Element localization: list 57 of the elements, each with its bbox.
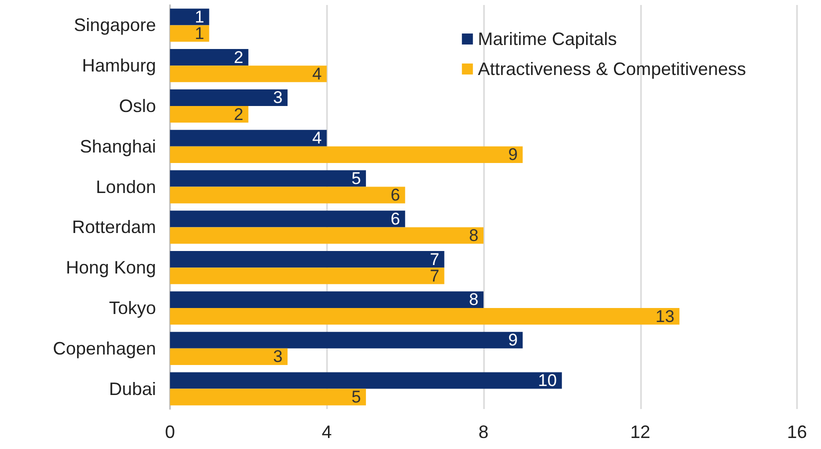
bar (170, 25, 210, 42)
data-label: 3 (273, 347, 283, 366)
data-label: 1 (194, 7, 204, 26)
data-label: 7 (430, 250, 440, 269)
y-tick-label: Hamburg (82, 56, 156, 76)
y-tick-label: London (96, 176, 156, 197)
y-tick-label: Hong Kong (66, 258, 156, 278)
data-label: 8 (469, 290, 478, 310)
y-tick-label: Copenhagen (52, 338, 156, 358)
data-label: 3 (273, 88, 283, 108)
bar (170, 372, 562, 389)
data-label: 13 (656, 306, 674, 326)
bar (170, 66, 327, 82)
bar (170, 89, 288, 106)
bar (170, 348, 288, 365)
bar (170, 388, 366, 406)
data-label: 8 (469, 226, 478, 245)
x-tick-label: 8 (478, 422, 489, 442)
legend-label: Attractiveness & Competitiveness (478, 59, 746, 79)
y-tick-label: Oslo (118, 96, 156, 116)
bar (170, 49, 248, 66)
bar (170, 106, 248, 123)
bar (170, 210, 406, 228)
y-tick-label: Tokyo (108, 298, 156, 318)
bar (170, 186, 406, 204)
bar (170, 268, 444, 284)
bar (170, 8, 210, 26)
bar (170, 130, 327, 146)
data-label: 10 (538, 371, 557, 390)
data-label: 4 (312, 128, 322, 148)
bar (170, 227, 484, 244)
bar (170, 146, 523, 163)
y-tick-label: Singapore (74, 15, 156, 36)
bar (170, 308, 680, 325)
x-tick-label: 0 (164, 422, 176, 442)
x-tick-label: 12 (630, 422, 650, 442)
data-label: 2 (234, 48, 244, 67)
data-label: 5 (351, 388, 361, 407)
bar (170, 291, 484, 308)
y-tick-label: Rotterdam (72, 217, 156, 238)
data-label: 9 (508, 330, 518, 350)
data-label: 4 (312, 64, 322, 84)
x-tick-label: 4 (322, 422, 332, 442)
x-tick-label: 16 (786, 422, 808, 442)
data-label: 6 (390, 186, 400, 205)
data-label: 6 (390, 209, 400, 228)
data-label: 7 (430, 266, 440, 286)
data-label: 9 (508, 145, 518, 164)
y-tick-label: Dubai (108, 378, 156, 399)
data-label: 2 (234, 104, 244, 124)
y-tick-label: Shanghai (80, 136, 156, 156)
bar (170, 251, 444, 268)
data-label: 5 (351, 169, 361, 188)
data-label: 1 (194, 24, 204, 43)
bar (170, 332, 523, 348)
legend-label: Maritime Capitals (478, 29, 617, 49)
bar (170, 170, 366, 187)
